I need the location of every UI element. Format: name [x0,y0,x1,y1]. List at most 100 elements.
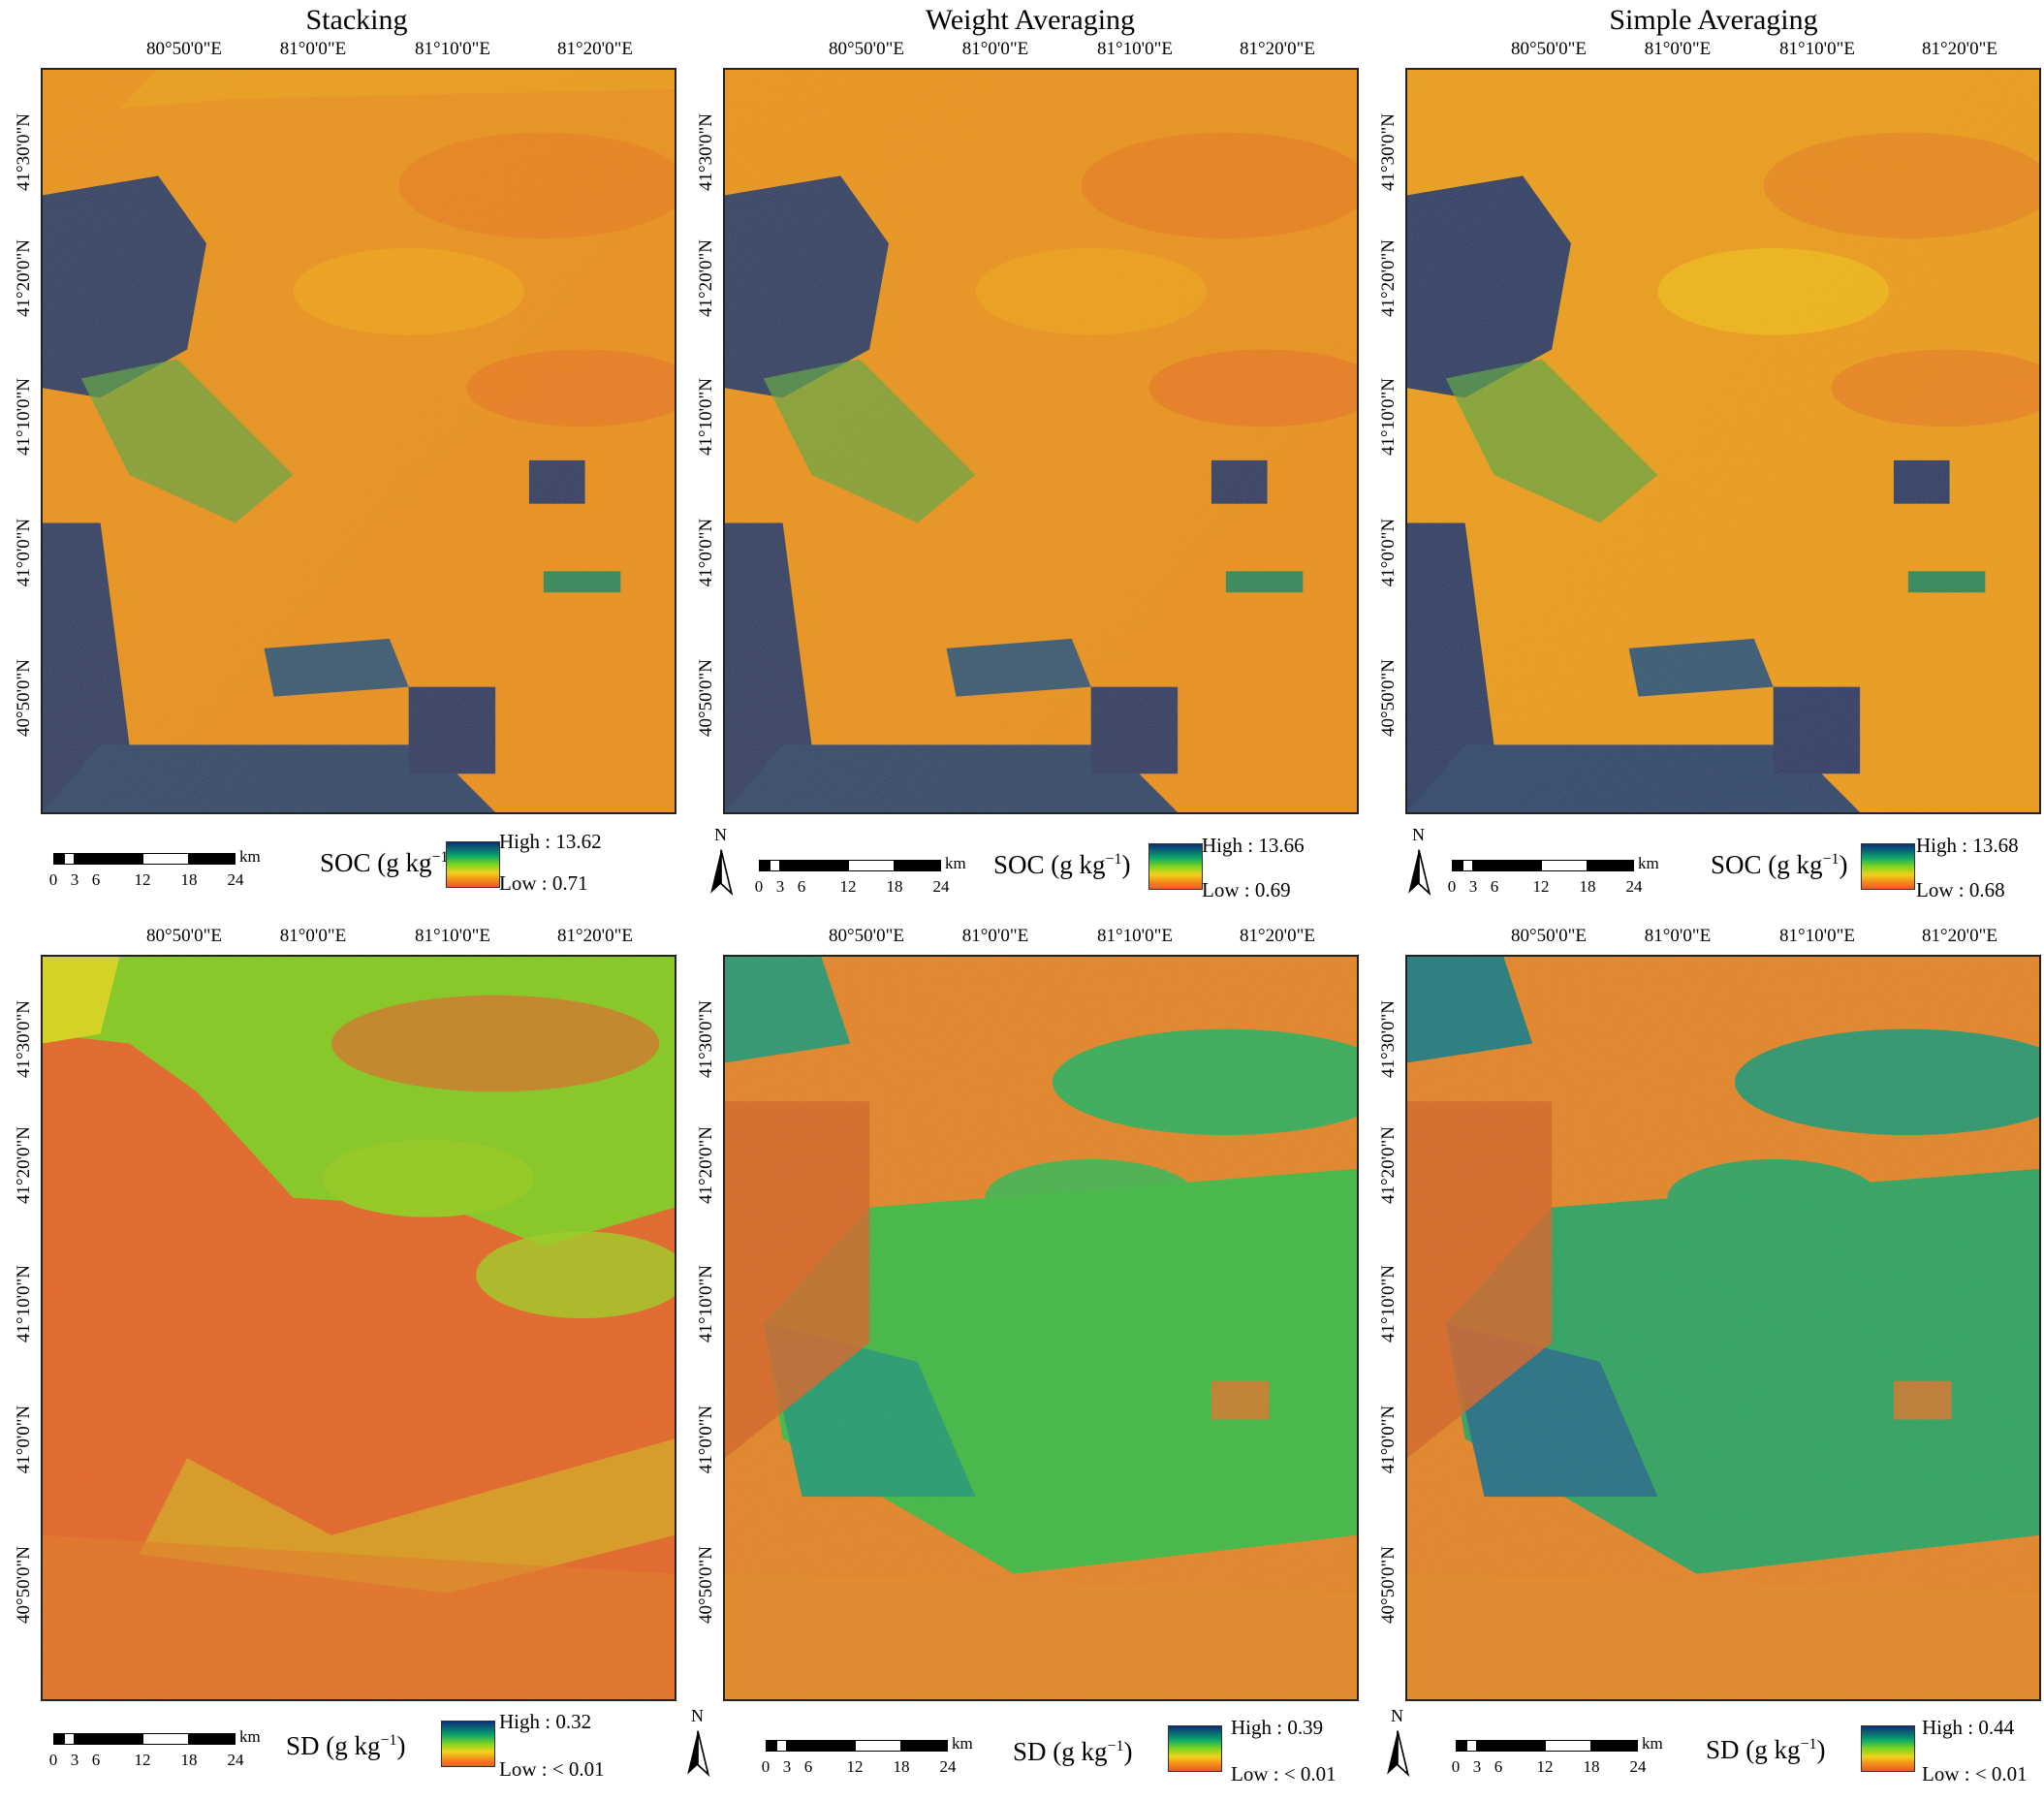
soc-legend-ramp [1861,843,1915,890]
lat-tick: 40°50'0"N [696,1546,716,1624]
lon-tick: 81°10'0"E [1779,926,1855,946]
scalebar: 0 3 6 12 18 24 km [48,1727,261,1769]
lon-tick: 81°0'0"E [961,926,1029,946]
lat-tick: 41°20'0"N [14,239,34,317]
lon-tick: 81°10'0"E [415,39,490,59]
soc-legend-low: Low : 0.69 [1202,878,1291,901]
sd-raster-simple-averaging [1407,957,2039,1699]
sd-legend-title: SD (g kg−1) [286,1731,406,1760]
soc-legend-low: Low : 0.71 [499,871,588,895]
lon-tick: 80°50'0"E [829,39,904,59]
sd-legend-ramp [441,1721,495,1767]
lat-tick: 41°10'0"N [1378,1265,1399,1343]
lon-tick: 81°20'0"E [1240,926,1315,946]
sd-legend-high: High : 0.39 [1231,1716,1324,1739]
lat-tick: 41°10'0"N [696,1265,716,1343]
lon-tick: 81°20'0"E [1922,926,1997,946]
soc-raster-weight-averaging [725,70,1357,812]
sd-raster-stacking [43,957,675,1699]
sd-legend-ramp [1861,1725,1915,1772]
sd-legend-title: SD (g kg−1) [1706,1735,1826,1764]
lat-tick: 41°20'0"N [1378,239,1399,317]
lat-tick: 41°0'0"N [1378,1405,1399,1474]
soc-legend-title: SOC (g kg−1) [1711,850,1848,879]
scalebar: 0 3 6 12 18 24 km [48,847,261,889]
lat-tick: 41°20'0"N [696,1126,716,1204]
lat-tick: 41°30'0"N [14,1000,34,1078]
sd-legend-low: Low : < 0.01 [1922,1762,2028,1785]
sd-legend-title: SD (g kg−1) [1013,1737,1133,1766]
lon-tick: 81°20'0"E [1240,39,1315,59]
sd-map-simple-averaging[interactable] [1405,955,2041,1701]
scalebar: 0 3 6 12 18 24 km [754,854,966,896]
lat-tick: 40°50'0"N [696,659,716,737]
lat-tick: 41°30'0"N [1378,113,1399,191]
lat-tick: 40°50'0"N [1378,1546,1399,1624]
lat-tick: 40°50'0"N [14,1546,34,1624]
lat-tick: 41°20'0"N [1378,1126,1399,1204]
sd-legend-high: High : 0.32 [499,1710,592,1733]
soc-legend-high: High : 13.66 [1202,834,1305,857]
sd-map-stacking[interactable] [41,955,676,1701]
lon-tick: 81°0'0"E [1644,926,1712,946]
lon-tick: 81°20'0"E [557,926,633,946]
soc-raster-stacking [43,70,675,812]
sd-legend-low: Low : < 0.01 [499,1757,605,1781]
lat-tick: 41°10'0"N [696,378,716,456]
lon-tick: 80°50'0"E [1511,39,1587,59]
lat-tick: 40°50'0"N [14,659,34,737]
lat-tick: 41°0'0"N [14,1405,34,1474]
scalebar: 0 3 6 12 18 24 km [1451,1734,1663,1776]
lat-tick: 41°20'0"N [696,239,716,317]
soc-legend-title: SOC (g kg−1) [320,848,457,877]
sd-legend-low: Low : < 0.01 [1231,1762,1336,1785]
soc-map-stacking[interactable] [41,68,676,814]
lat-tick: 41°20'0"N [14,1126,34,1204]
scalebar: 0 3 6 12 18 24 km [1447,854,1659,896]
soc-legend-title: SOC (g kg−1) [993,850,1131,879]
soc-legend-low: Low : 0.68 [1916,878,2005,901]
north-arrow-icon: N [1381,1706,1414,1778]
lat-tick: 41°0'0"N [696,518,716,587]
soc-legend-ramp [1148,843,1203,890]
sd-legend-ramp [1168,1725,1222,1772]
soc-legend-ramp [446,841,500,888]
soc-raster-simple-averaging [1407,70,2039,812]
scalebar: 0 3 6 12 18 24 km [761,1734,973,1776]
lat-tick: 41°0'0"N [1378,518,1399,587]
sd-map-weight-averaging[interactable] [723,955,1359,1701]
lon-tick: 81°0'0"E [279,926,347,946]
lat-tick: 41°0'0"N [696,1405,716,1474]
lon-tick: 81°0'0"E [279,39,347,59]
soc-map-simple-averaging[interactable] [1405,68,2041,814]
lat-tick: 40°50'0"N [1378,659,1399,737]
soc-legend-high: High : 13.68 [1916,834,2019,857]
lon-tick: 81°10'0"E [1779,39,1855,59]
lon-tick: 80°50'0"E [829,926,904,946]
lat-tick: 41°30'0"N [696,1000,716,1078]
lon-tick: 80°50'0"E [146,39,222,59]
lat-tick: 41°10'0"N [14,1265,34,1343]
lon-tick: 80°50'0"E [146,926,222,946]
north-arrow-icon: N [681,1706,714,1778]
north-arrow-icon: N [1402,825,1435,897]
lon-tick: 81°0'0"E [1644,39,1712,59]
lon-tick: 80°50'0"E [1511,926,1587,946]
lat-tick: 41°0'0"N [14,518,34,587]
sd-raster-weight-averaging [725,957,1357,1699]
lon-tick: 81°20'0"E [1922,39,1997,59]
lat-tick: 41°10'0"N [1378,378,1399,456]
title-weight-averaging: Weight Averaging [925,4,1136,36]
lat-tick: 41°10'0"N [14,378,34,456]
lon-tick: 81°0'0"E [961,39,1029,59]
soc-map-weight-averaging[interactable] [723,68,1359,814]
title-stacking: Stacking [305,4,408,36]
sd-legend-high: High : 0.44 [1922,1716,2015,1739]
lon-tick: 81°10'0"E [1097,926,1173,946]
lat-tick: 41°30'0"N [696,113,716,191]
lon-tick: 81°20'0"E [557,39,633,59]
lat-tick: 41°30'0"N [14,113,34,191]
soc-legend-high: High : 13.62 [499,830,602,853]
lon-tick: 81°10'0"E [415,926,490,946]
lon-tick: 81°10'0"E [1097,39,1173,59]
